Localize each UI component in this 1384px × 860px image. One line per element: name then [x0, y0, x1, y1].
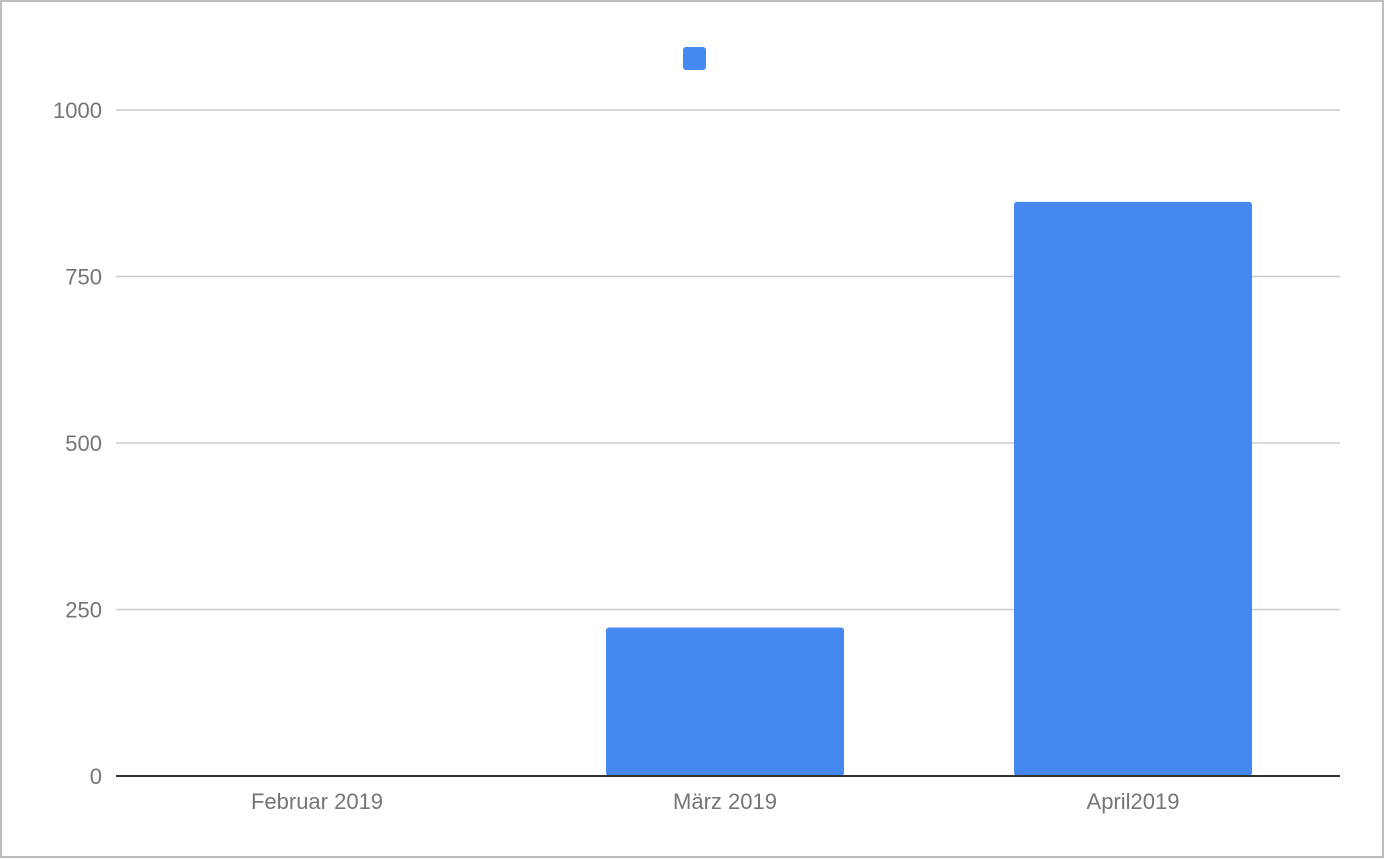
bar	[606, 627, 844, 776]
y-tick-label: 500	[65, 431, 102, 456]
x-axis-ticks: Februar 2019 März 2019 April2019	[251, 789, 1180, 814]
y-tick-label: 0	[90, 764, 102, 789]
legend-swatch	[683, 47, 706, 70]
y-axis-ticks: 0 250 500 750 1000	[53, 98, 102, 789]
x-tick-label: März 2019	[673, 789, 777, 814]
bar	[1014, 201, 1252, 776]
y-tick-label: 250	[65, 598, 102, 623]
legend	[683, 47, 706, 70]
x-tick-label: Februar 2019	[251, 789, 383, 814]
bars	[606, 201, 1252, 776]
x-tick-label: April2019	[1087, 789, 1180, 814]
y-tick-label: 750	[65, 265, 102, 290]
y-tick-label: 1000	[53, 98, 102, 123]
